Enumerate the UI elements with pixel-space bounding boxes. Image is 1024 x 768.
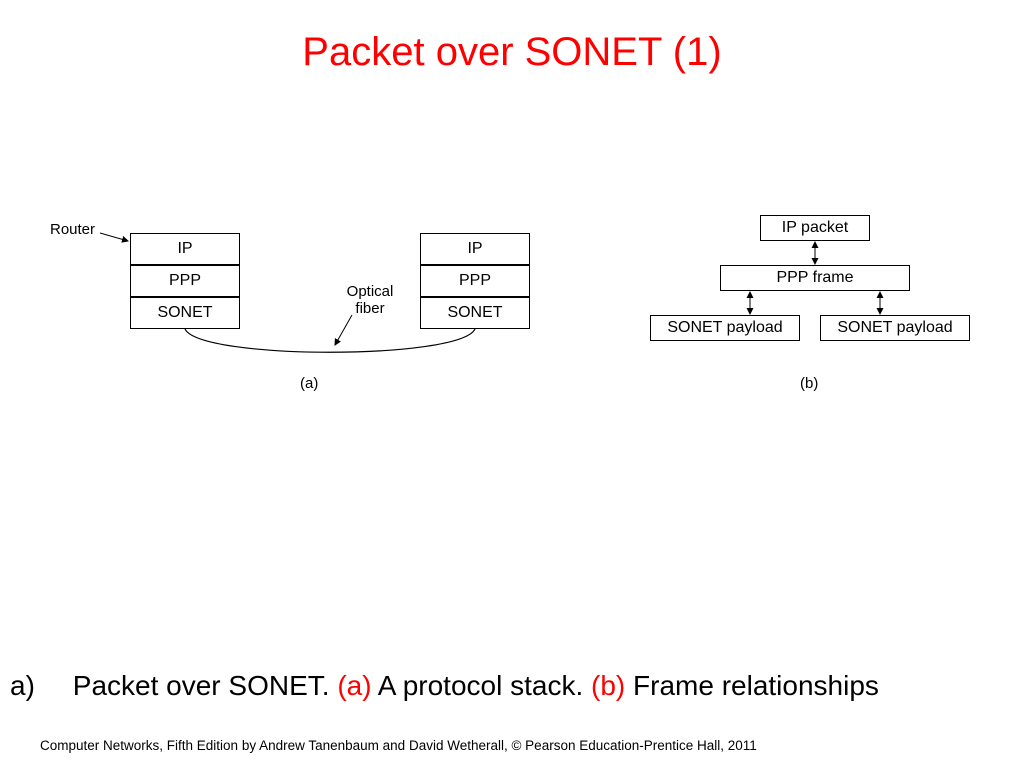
slide-footer: Computer Networks, Fifth Edition by Andr… [40, 738, 984, 753]
caption-a-tag: (a) [337, 670, 371, 701]
caption-b-text: Frame relationships [625, 670, 879, 701]
slide-title: Packet over SONET (1) [0, 30, 1024, 75]
caption-marker: a) [10, 668, 65, 703]
diagram-svg [50, 215, 970, 425]
caption-a-text: A protocol stack. [372, 670, 591, 701]
title-text: Packet over SONET (1) [302, 30, 721, 74]
caption-prefix: Packet over SONET. [73, 670, 338, 701]
slide-caption: a) Packet over SONET. (a) A protocol sta… [10, 668, 1004, 703]
diagram-area: IP PPP SONET IP PPP SONET Router Optical… [50, 215, 970, 425]
caption-body: Packet over SONET. (a) A protocol stack.… [73, 668, 953, 703]
footer-text: Computer Networks, Fifth Edition by Andr… [40, 738, 757, 753]
caption-b-tag: (b) [591, 670, 625, 701]
